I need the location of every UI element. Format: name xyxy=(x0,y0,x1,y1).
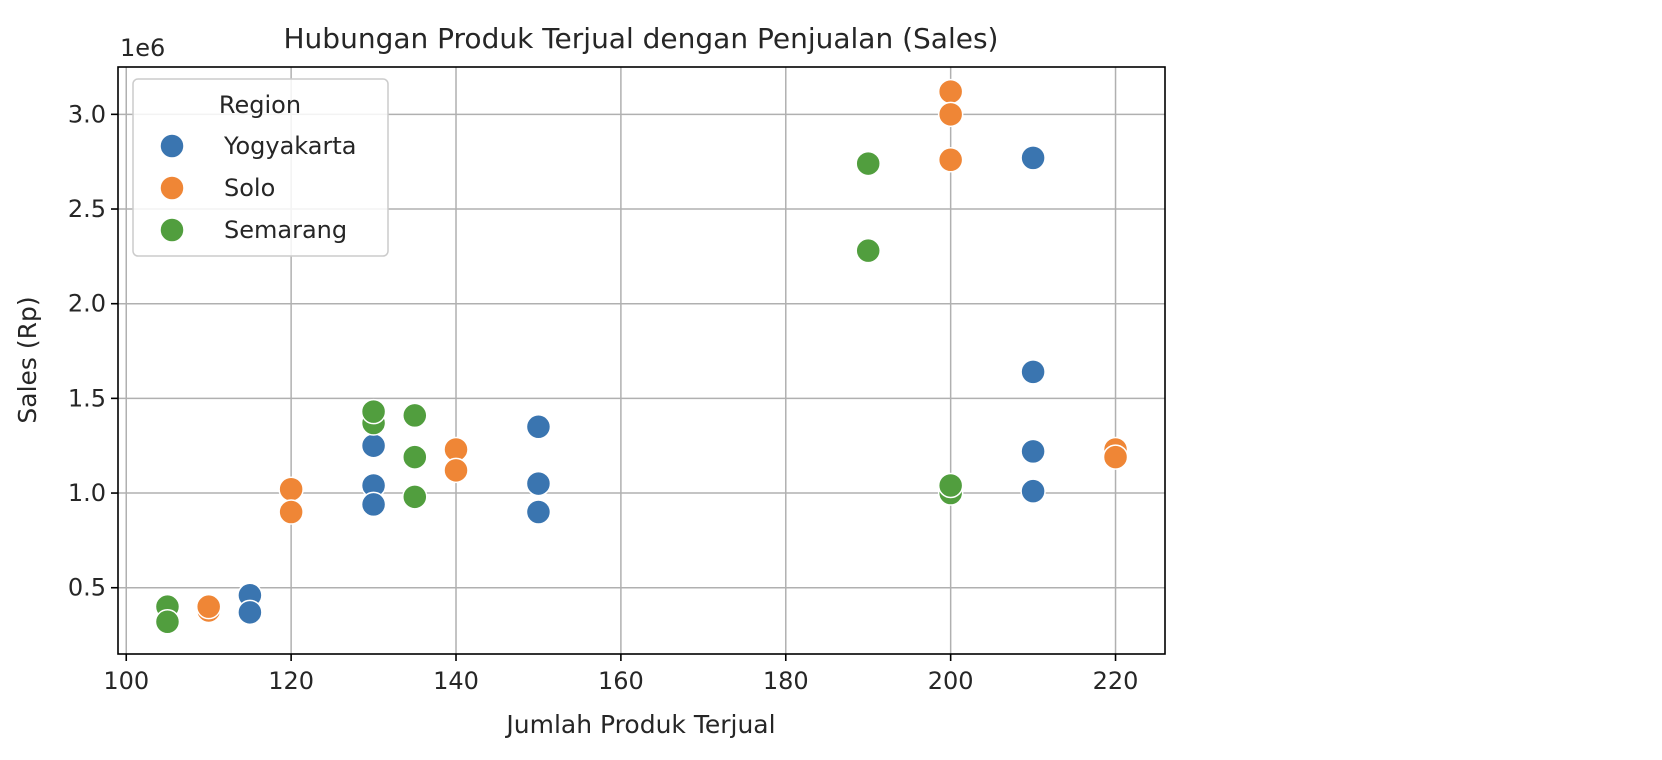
data-point-semarang xyxy=(937,472,964,499)
data-point-yogyakarta xyxy=(360,491,387,518)
data-point-yogyakarta xyxy=(525,499,552,525)
data-point-semarang xyxy=(402,484,428,510)
legend-marker-solo xyxy=(159,175,185,201)
data-point-yogyakarta xyxy=(360,432,387,459)
data-point-semarang xyxy=(402,444,428,470)
y-axis: 0.5 1.0 1.5 2.0 2.5 3.0 xyxy=(68,100,118,602)
data-point-yogyakarta xyxy=(1020,478,1046,504)
y-tick-label: 1.0 xyxy=(68,479,106,507)
data-points xyxy=(154,78,1129,635)
data-point-yogyakarta xyxy=(1020,359,1046,385)
x-axis-label: Jumlah Produk Terjual xyxy=(504,710,775,739)
data-point-semarang xyxy=(154,609,181,635)
legend-label-semarang: Semarang xyxy=(224,216,347,244)
legend-marker-semarang xyxy=(159,217,185,243)
y-tick-label: 2.5 xyxy=(68,195,106,223)
x-tick-label: 140 xyxy=(433,667,479,695)
data-point-yogyakarta xyxy=(525,414,552,440)
legend-title: Region xyxy=(219,91,301,119)
data-point-yogyakarta xyxy=(1020,438,1046,465)
data-point-solo xyxy=(937,147,964,173)
x-axis: 100 120 140 160 180 200 220 xyxy=(103,654,1138,695)
y-tick-label: 3.0 xyxy=(68,100,106,128)
data-point-solo xyxy=(937,78,964,105)
legend-label-yogyakarta: Yogyakarta xyxy=(223,132,356,160)
data-point-semarang xyxy=(402,402,428,429)
y-axis-label: Sales (Rp) xyxy=(13,296,42,423)
x-tick-label: 120 xyxy=(268,667,314,695)
data-point-solo xyxy=(1102,444,1129,470)
data-point-solo xyxy=(278,499,304,525)
data-point-semarang xyxy=(855,237,881,264)
y-tick-label: 2.0 xyxy=(68,290,106,318)
y-tick-label: 1.5 xyxy=(68,384,106,412)
x-tick-label: 220 xyxy=(1093,667,1139,695)
y-tick-label: 0.5 xyxy=(68,574,106,602)
x-tick-label: 200 xyxy=(928,667,974,695)
x-tick-label: 160 xyxy=(598,667,644,695)
legend-box xyxy=(132,78,389,257)
chart-title: Hubungan Produk Terjual dengan Penjualan… xyxy=(284,22,999,55)
data-point-semarang xyxy=(855,150,881,177)
data-point-solo xyxy=(195,593,222,620)
legend-label-solo: Solo xyxy=(224,174,275,202)
x-tick-label: 100 xyxy=(103,667,149,695)
data-point-semarang xyxy=(360,398,387,425)
data-point-solo xyxy=(937,101,964,128)
data-point-solo xyxy=(443,457,469,484)
x-tick-label: 180 xyxy=(763,667,809,695)
data-point-yogyakarta xyxy=(237,599,263,626)
data-point-yogyakarta xyxy=(1020,145,1046,171)
legend-marker-yogyakarta xyxy=(159,133,185,159)
legend-items: Yogyakarta Solo Semarang xyxy=(159,132,356,244)
data-point-solo xyxy=(278,476,304,503)
y-offset-text: 1e6 xyxy=(120,34,165,62)
data-point-yogyakarta xyxy=(525,470,552,497)
legend: Region Yogyakarta Solo Semarang xyxy=(132,78,389,257)
plot-frame xyxy=(117,66,1166,655)
